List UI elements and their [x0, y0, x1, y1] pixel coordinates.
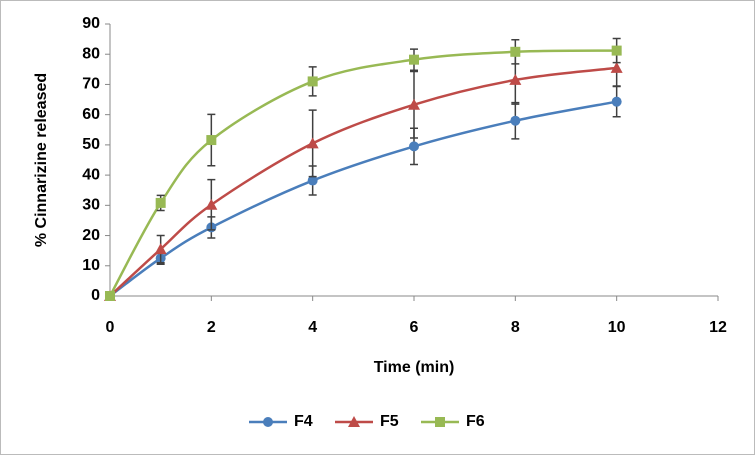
legend-marker [435, 417, 445, 427]
y-tick-label: 20 [82, 227, 100, 244]
x-tick-label: 0 [106, 319, 115, 336]
marker [105, 291, 115, 301]
marker [307, 175, 318, 186]
marker [154, 243, 167, 255]
x-axis-title: Time (min) [374, 359, 455, 376]
y-tick-label: 60 [82, 106, 100, 123]
x-tick-label: 12 [709, 319, 727, 336]
legend-label: F4 [294, 413, 313, 430]
marker [610, 61, 623, 73]
y-tick-label: 0 [91, 287, 100, 304]
marker [306, 137, 319, 149]
marker [408, 98, 420, 110]
marker [611, 96, 622, 107]
marker [611, 45, 622, 56]
marker [206, 135, 217, 146]
x-tick-label: 10 [608, 319, 626, 336]
marker [409, 54, 419, 65]
marker [510, 115, 521, 126]
legend-label: F5 [380, 413, 399, 430]
x-tick-label: 4 [308, 319, 317, 336]
legend-marker [348, 416, 360, 427]
marker [155, 197, 166, 208]
marker [510, 46, 521, 57]
marker [509, 73, 522, 85]
marker [205, 198, 218, 210]
marker [409, 141, 419, 152]
y-axis-title: % Cinnarizine released [33, 73, 50, 247]
legend-label: F6 [466, 413, 485, 430]
y-tick-label: 40 [82, 166, 100, 183]
legend-marker [263, 417, 273, 427]
x-tick-label: 2 [207, 319, 216, 336]
y-tick-label: 30 [82, 197, 100, 214]
y-tick-label: 80 [82, 45, 100, 62]
x-tick-label: 8 [511, 319, 520, 336]
marker [307, 76, 318, 87]
y-tick-label: 10 [82, 257, 100, 274]
y-tick-label: 70 [82, 76, 100, 93]
y-tick-label: 90 [82, 15, 100, 32]
y-tick-label: 50 [82, 136, 100, 153]
x-tick-label: 6 [410, 319, 419, 336]
